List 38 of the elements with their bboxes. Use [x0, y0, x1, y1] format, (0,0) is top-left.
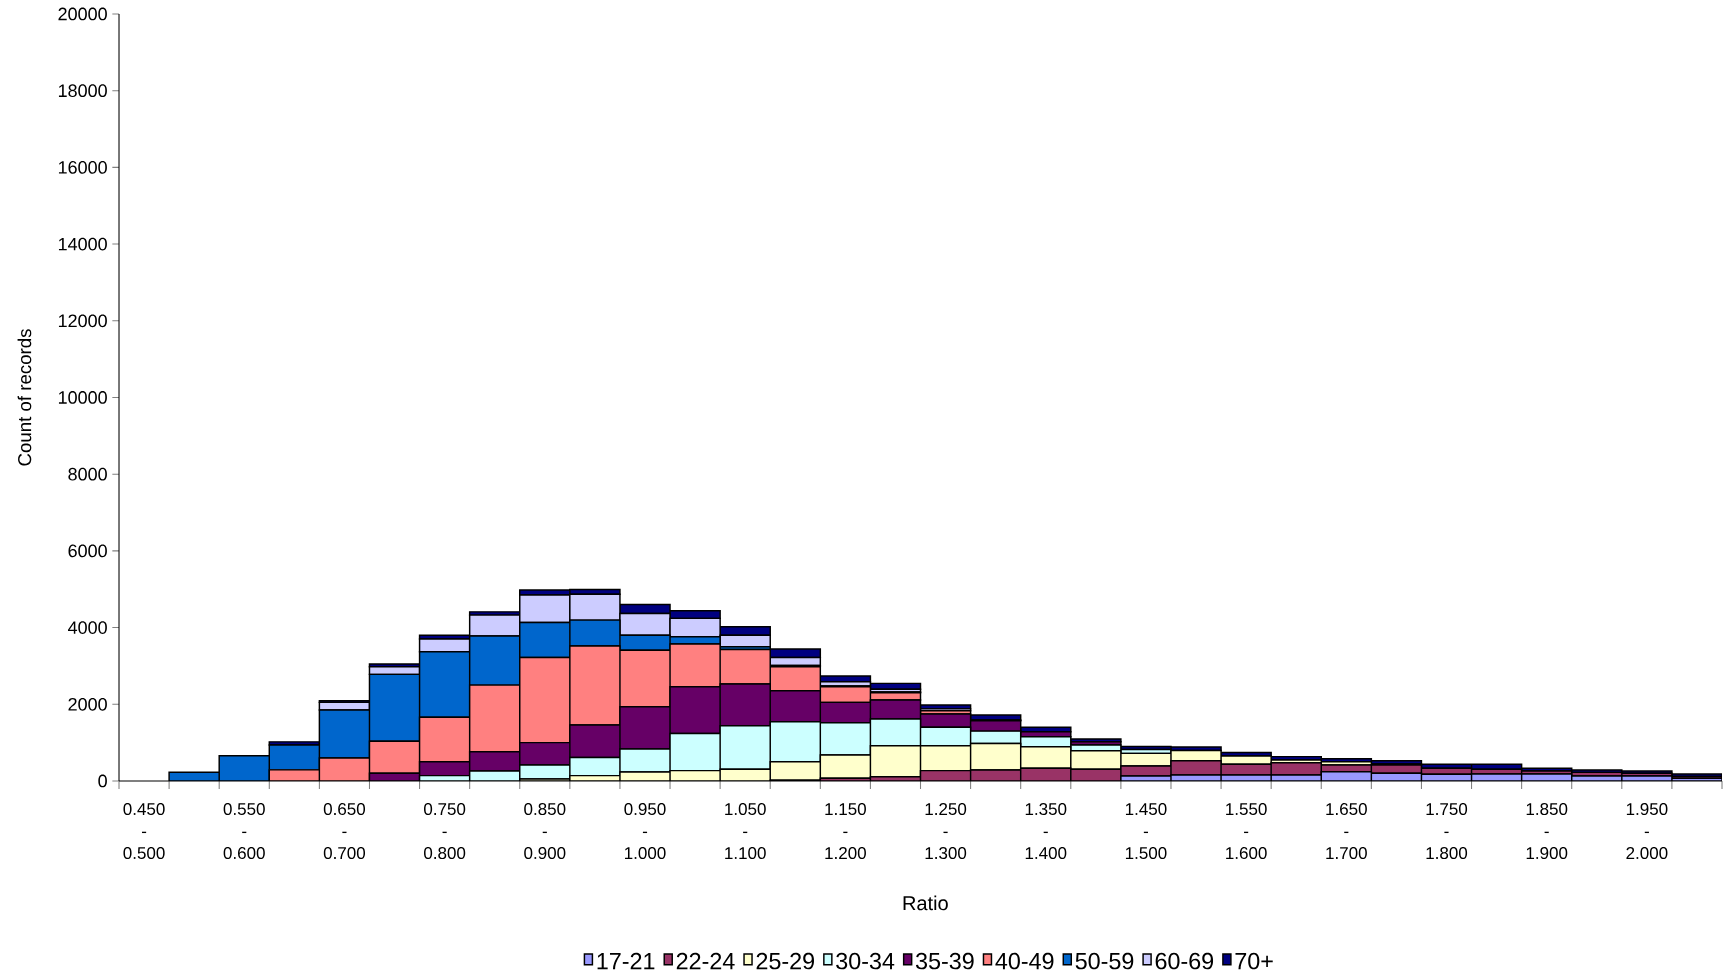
x-tick-label: 1.550 - 1.600 — [1226, 803, 1267, 860]
x-tick-label: 0.950 - 1.000 — [624, 803, 666, 860]
x-tick-label: 1.450 - 1.500 — [1125, 803, 1167, 860]
y-tick-label: 14000 — [58, 237, 107, 251]
y-tick-label: 12000 — [58, 314, 107, 328]
x-tick-label: 0.450 - 0.500 — [123, 803, 165, 860]
x-tick-label: 1.150 - 1.200 — [825, 803, 866, 860]
legend-label: 70+ — [1235, 952, 1273, 970]
y-axis-title: Count of records — [17, 329, 32, 466]
y-tick-label: 20000 — [58, 7, 107, 21]
y-tick-label: 18000 — [58, 84, 107, 98]
legend-label: 35-39 — [915, 952, 974, 970]
legend-label: 60-69 — [1155, 952, 1214, 970]
y-tick-label: 2000 — [68, 697, 107, 711]
legend-label: 30-34 — [836, 952, 895, 970]
legend-label: 40-49 — [995, 952, 1054, 970]
x-tick-label: 1.950 - 2.000 — [1626, 803, 1668, 860]
x-axis-title: Ratio — [903, 895, 948, 911]
x-tick-label: 0.850 - 0.900 — [524, 803, 566, 860]
x-tick-label: 1.850 - 1.900 — [1526, 803, 1568, 860]
y-tick-label: 16000 — [58, 161, 107, 174]
y-tick-label: 0 — [98, 774, 107, 788]
legend-label: 50-59 — [1075, 952, 1134, 970]
x-tick-label: 1.350 - 1.400 — [1025, 803, 1067, 860]
x-tick-label: 1.750 - 1.800 — [1426, 803, 1468, 860]
legend-label: 17-21 — [597, 952, 655, 970]
x-tick-label: 0.650 - 0.700 — [323, 803, 366, 860]
y-tick-label: 4000 — [68, 621, 107, 634]
x-tick-label: 1.050 - 1.100 — [725, 803, 766, 860]
x-tick-label: 0.550 - 0.600 — [223, 803, 265, 860]
y-tick-label: 8000 — [68, 467, 107, 481]
legend-label: 22-24 — [676, 952, 735, 970]
x-tick-label: 1.650 - 1.700 — [1326, 803, 1367, 860]
x-tick-label: 1.250 - 1.300 — [925, 803, 967, 860]
legend-label: 25-29 — [756, 952, 814, 970]
y-tick-label: 6000 — [68, 544, 107, 558]
y-tick-label: 10000 — [58, 391, 107, 404]
x-tick-label: 0.750 - 0.800 — [424, 803, 466, 860]
